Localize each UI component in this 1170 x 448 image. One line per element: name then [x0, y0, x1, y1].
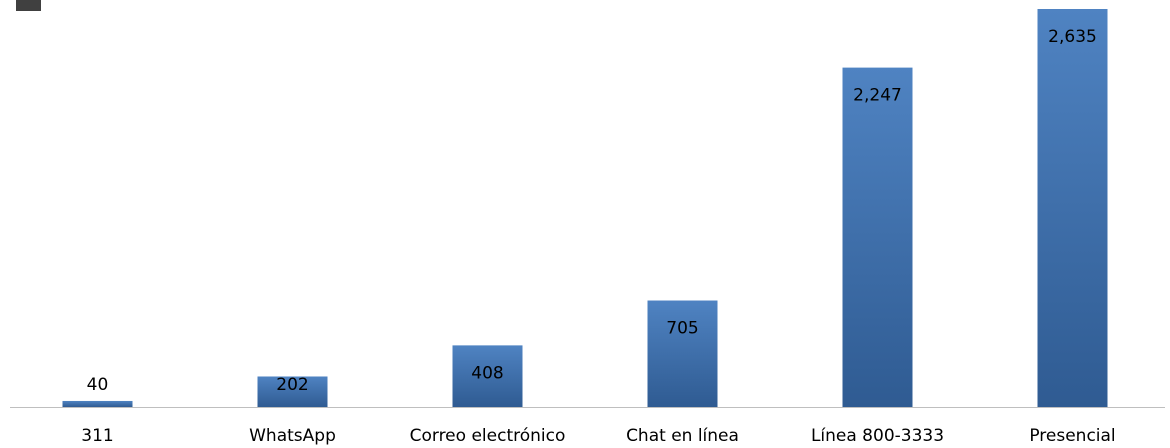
value-label: 2,247: [853, 86, 902, 106]
value-label: 705: [666, 319, 698, 339]
x-tick-label: 311: [81, 426, 113, 446]
x-tick-label: Chat en línea: [626, 426, 739, 446]
header-icon: [16, 0, 41, 11]
bar: [257, 376, 328, 407]
value-label: 2,635: [1048, 27, 1097, 47]
bar: [62, 400, 133, 407]
value-label: 40: [87, 375, 109, 395]
bar: [647, 300, 718, 407]
bar: [1037, 9, 1108, 407]
bar: [842, 67, 913, 408]
value-label: 408: [471, 363, 503, 383]
x-tick-label: Correo electrónico: [410, 426, 566, 446]
value-label: 202: [276, 375, 308, 395]
x-tick-label: Presencial: [1029, 426, 1115, 446]
x-tick-label: WhatsApp: [249, 426, 336, 446]
x-tick-label: Línea 800-3333: [811, 426, 944, 446]
bar: [452, 345, 523, 407]
